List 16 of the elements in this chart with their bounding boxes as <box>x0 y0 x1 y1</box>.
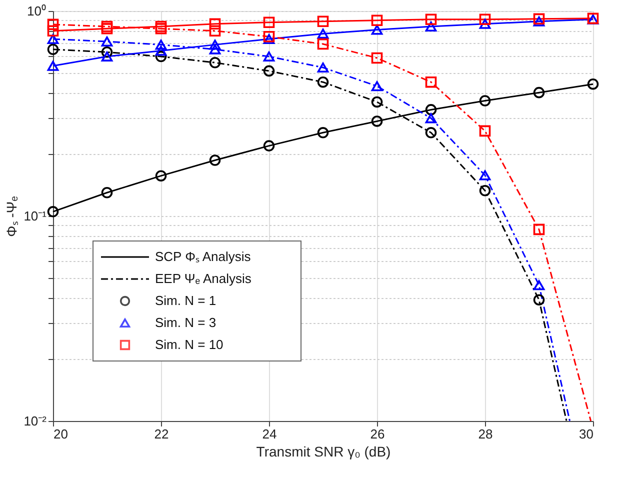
legend-label: Sim. N = 3 <box>155 315 216 330</box>
legend-label: SCP Φₛ Analysis <box>155 249 252 264</box>
x-tick-label: 20 <box>54 426 68 442</box>
legend-label: Sim. N = 10 <box>155 337 224 352</box>
legend-label: EEP Ψₑ Analysis <box>155 271 252 286</box>
x-tick-label: 24 <box>262 426 277 442</box>
x-tick-label: 22 <box>154 426 169 442</box>
x-tick-label: 26 <box>370 426 385 442</box>
y-tick-label: 10⁻² <box>24 414 48 428</box>
y-tick-label: 10⁰ <box>27 4 46 18</box>
y-axis-title: Φₛ -Ψₑ <box>4 196 20 237</box>
y-tick-label: 10⁻¹ <box>24 208 48 224</box>
x-axis-title: Transmit SNR γ₀ (dB) <box>256 444 391 460</box>
legend-label: Sim. N = 1 <box>155 293 216 308</box>
x-tick-label: 30 <box>579 426 594 442</box>
x-tick-label: 28 <box>478 426 493 442</box>
